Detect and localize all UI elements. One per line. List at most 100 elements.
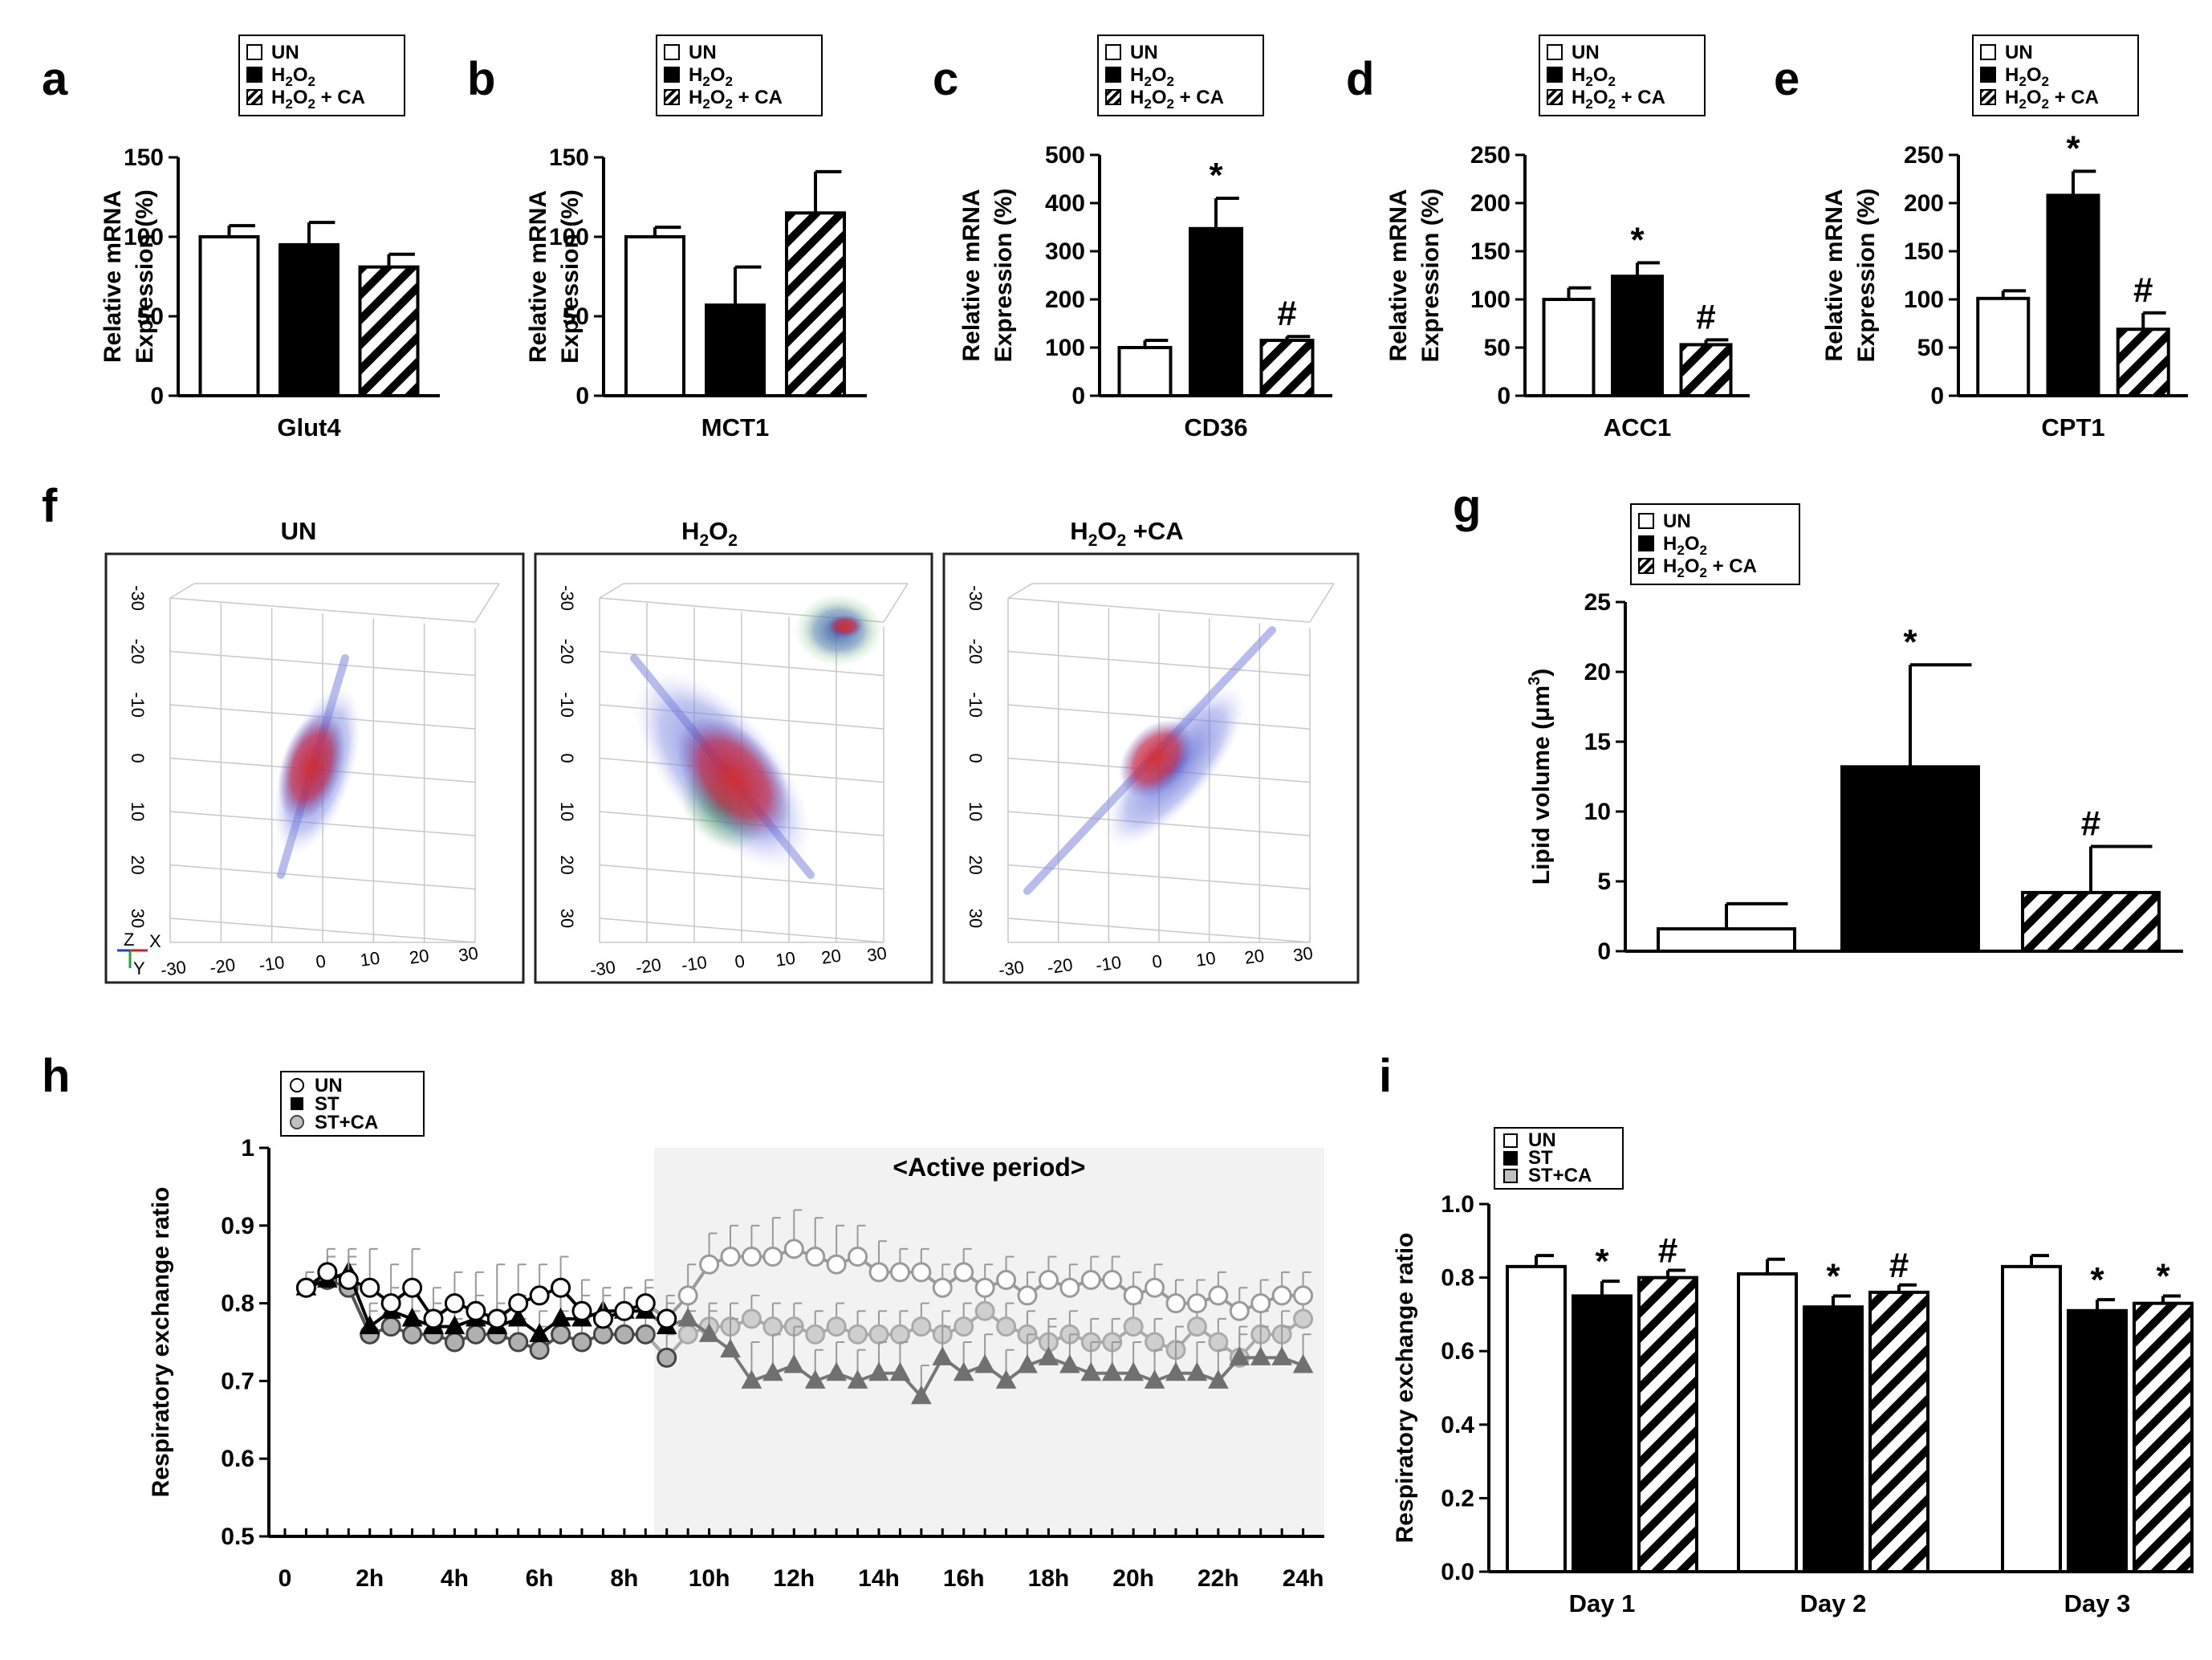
chart-d-legend-label-H2O2+CA-o: O	[1593, 87, 1608, 108]
f-cell-render	[630, 594, 883, 879]
chart-a-legend-box	[238, 35, 405, 116]
h-point-ST	[1017, 1353, 1038, 1373]
chart-a-legend-label-H2O2+CA-suffix: + CA	[315, 87, 365, 108]
f-axis-tick-vertical: 30	[966, 909, 986, 928]
h-point-ST	[529, 1323, 550, 1342]
h-point-ST	[889, 1361, 911, 1381]
f-axis-tick-horizontal: 0	[1151, 950, 1164, 971]
chart-e-legend-swatch-H2O2+CA	[1980, 89, 1996, 105]
h-legend-box	[280, 1071, 425, 1137]
panel-h-rer-timecourse: <Active period> Respiratory exchange rati…	[148, 1071, 1324, 1592]
f-axis-tick-horizontal: 30	[1292, 943, 1315, 966]
chart-d-legend-label-H2O2-h: H	[1572, 64, 1585, 86]
chart-e-legend-swatch-UN	[1980, 44, 1996, 60]
chart-d-ylabel-line2: Expression (%)	[1417, 189, 1444, 363]
chart-e-legend-label-H2O2+CA-sub2: 2	[2041, 96, 2048, 112]
i-bar-ST	[1572, 1294, 1633, 1573]
h-legend-label-ST+CA: ST+CA	[315, 1112, 378, 1133]
f-grid	[599, 583, 909, 943]
panel-letter-e: e	[1774, 53, 1799, 105]
i-ytick-label: 0.2	[1441, 1485, 1474, 1511]
h-point-ST-CA	[1186, 1316, 1207, 1337]
panel-letter-b: b	[467, 53, 495, 105]
chart-d-ytick-label: 100	[1470, 287, 1511, 313]
i-ytick-label: 1.0	[1441, 1191, 1474, 1218]
chart-a-ylabel-group: Relative mRNA Expression (%)	[100, 189, 158, 364]
chart-c-significance-mark: #	[1277, 294, 1296, 333]
chart-e-ytick-label: 250	[1904, 142, 1944, 169]
f-axis-tick-horizontal: 0	[315, 950, 327, 971]
h-point-ST-CA	[508, 1332, 529, 1353]
h-point-ST-CA	[762, 1316, 783, 1337]
h-point-UN	[741, 1247, 762, 1267]
h-point-UN	[1145, 1277, 1165, 1298]
f-image-title-sub: 2	[1088, 531, 1098, 550]
h-point-UN	[848, 1247, 868, 1267]
chart-a-legend-label-H2O2+CA-h: H	[271, 87, 285, 108]
chart-b-bar-H2O2+CA	[785, 211, 846, 397]
chart-c-ytick-label: 200	[1045, 287, 1085, 313]
h-point-UN	[1229, 1300, 1250, 1321]
panel-letter-i: i	[1379, 1050, 1392, 1102]
chart-g-bar-H2O2	[1840, 765, 1980, 953]
i-bar-UN	[2001, 1264, 2062, 1573]
chart-c: Relative mRNA Expression (%) 0 100 200 300 400…	[958, 142, 1332, 441]
f-axis-tick-horizontal: 10	[775, 948, 797, 970]
f-grid-line	[169, 917, 476, 943]
h-point-UN	[1186, 1293, 1207, 1314]
h-xtick-label: 0	[279, 1565, 292, 1592]
chart-d-ytick-label: 150	[1470, 238, 1511, 265]
chart-a-legend-label-H2O2+CA-sub2: 2	[307, 96, 315, 112]
h-point-ST-CA	[1293, 1308, 1314, 1329]
chart-b-legend-swatch-H2O2	[664, 67, 680, 83]
h-point-ST	[1165, 1361, 1186, 1381]
chart-b-ytick-label: 0	[575, 383, 589, 409]
panel-letter-f: f	[42, 480, 58, 532]
h-point-UN	[360, 1277, 380, 1298]
f-grid-line	[474, 583, 500, 623]
f-image-title-suffix: +CA	[1126, 517, 1184, 545]
chart-c-legend-label-H2O2-h: H	[1130, 64, 1144, 86]
f-axis-tick-horizontal: -10	[1095, 952, 1123, 975]
h-legend-swatch-ST	[291, 1097, 303, 1110]
h-point-UN	[402, 1277, 423, 1298]
f-axis-tick-vertical: 20	[966, 855, 986, 874]
h-point-ST-CA	[805, 1324, 826, 1345]
f-axis-tick-horizontal: -30	[588, 957, 616, 980]
chart-a-legend-label-H2O2-o: O	[293, 64, 308, 86]
chart-b-legend-label-H2O2-o: O	[710, 64, 726, 86]
chart-e-category-label: CPT1	[2041, 413, 2104, 441]
chart-g-legend-label-H2O2+CA-o: O	[1685, 555, 1700, 577]
chart-g-legend-label-H2O2+CA-sub: 2	[1677, 565, 1684, 580]
chart-g-legend-label-H2O2+CA-h: H	[1663, 555, 1677, 577]
chart-a-legend-swatch-H2O2	[246, 67, 262, 83]
h-point-ST-CA	[1208, 1332, 1229, 1353]
chart-a-ytick-label: 150	[124, 144, 164, 171]
f-cell-render	[273, 654, 361, 879]
h-point-UN	[1059, 1277, 1080, 1298]
f-axis-tick-vertical: 0	[128, 753, 148, 763]
f-axis-tick-horizontal: 10	[1194, 948, 1217, 970]
h-point-ST	[847, 1369, 868, 1389]
i-ytick-label: 0.8	[1441, 1265, 1474, 1292]
f-grid-line	[1007, 597, 1311, 623]
h-point-UN	[592, 1308, 613, 1329]
h-point-UN	[1165, 1293, 1186, 1314]
h-active-period-label: <Active period>	[893, 1153, 1085, 1182]
i-bar-ST+CA	[1868, 1290, 1929, 1574]
h-xtick-label: 10h	[689, 1565, 730, 1592]
chart-g-legend-label-H2O2-h: H	[1663, 533, 1677, 555]
h-point-ST	[550, 1307, 571, 1327]
f-axis-tick-horizontal: -10	[680, 952, 708, 975]
h-point-ST	[932, 1346, 954, 1365]
h-point-ST-CA	[380, 1316, 401, 1337]
f-axis-tick-vertical: 0	[557, 753, 577, 763]
chart-c-legend-label-H2O2+CA-sub: 2	[1144, 96, 1151, 112]
i-significance-mark: #	[1889, 1246, 1909, 1285]
h-point-ST	[1038, 1346, 1059, 1365]
f-axis-tick-vertical: 20	[557, 855, 577, 874]
chart-d-legend-label-H2O2+CA-sub: 2	[1585, 96, 1592, 112]
h-point-ST	[1186, 1361, 1208, 1381]
chart-b-ylabel-line1: Relative mRNA	[525, 190, 551, 363]
